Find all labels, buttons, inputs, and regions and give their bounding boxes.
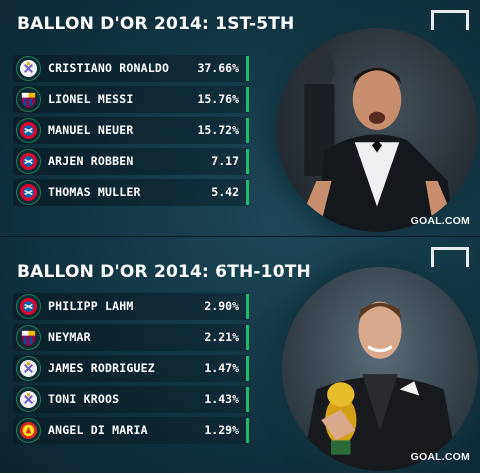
accent-bar	[246, 356, 249, 381]
accent-bar	[246, 387, 249, 412]
player-name: ARJEN ROBBEN	[48, 154, 134, 168]
list-item: TONI KROOS 1.43%	[13, 386, 249, 413]
player-name: CRISTIANO RONALDO	[48, 61, 170, 75]
ranking-list: PHILIPP LAHM 2.90% NEYMAR 2.21% JAMES RO…	[13, 293, 249, 448]
list-item: PHILIPP LAHM 2.90%	[13, 293, 249, 320]
list-item: THOMAS MULLER 5.42	[13, 179, 249, 206]
vote-share: 2.21%	[204, 330, 239, 344]
vote-share: 15.76%	[197, 92, 239, 106]
vote-share: 7.17	[211, 154, 239, 168]
list-item: ANGEL DI MARIA 1.29%	[13, 417, 249, 444]
brand-label: GOAL.COM	[410, 215, 470, 227]
player-name: LIONEL MESSI	[48, 92, 134, 106]
player-name: THOMAS MULLER	[48, 185, 141, 199]
real-madrid-crest-icon	[16, 56, 41, 81]
vote-share: 5.42	[211, 185, 239, 199]
list-item: JAMES RODRIGUEZ 1.47%	[13, 355, 249, 382]
real-madrid-crest-icon	[16, 387, 41, 412]
brand-label: GOAL.COM	[410, 451, 470, 463]
accent-bar	[246, 180, 249, 205]
accent-bar	[246, 87, 249, 112]
vote-share: 1.47%	[204, 361, 239, 375]
vote-share: 2.90%	[204, 299, 239, 313]
panel-title: BALLON D'OR 2014: 6TH-10TH	[17, 262, 311, 282]
player-name: ANGEL DI MARIA	[48, 423, 148, 437]
bayern-crest-icon	[16, 149, 41, 174]
real-madrid-crest-icon	[16, 356, 41, 381]
panel-divider	[0, 236, 480, 237]
list-item: LIONEL MESSI 15.76%	[13, 86, 249, 113]
list-item: CRISTIANO RONALDO 37.66%	[13, 55, 249, 82]
bayern-crest-icon	[16, 294, 41, 319]
accent-bar	[246, 118, 249, 143]
bayern-crest-icon	[16, 118, 41, 143]
bayern-crest-icon	[16, 180, 41, 205]
player-name: NEYMAR	[48, 330, 91, 344]
panel-title: BALLON D'OR 2014: 1ST-5TH	[17, 14, 295, 34]
player-name: MANUEL NEUER	[48, 123, 134, 137]
vote-share: 1.43%	[204, 392, 239, 406]
panel-sixth-to-tenth: BALLON D'OR 2014: 6TH-10TH GOAL.COM	[0, 237, 480, 473]
panel-top-five: BALLON D'OR 2014: 1ST-5TH GOAL.COM	[0, 0, 480, 236]
barcelona-crest-icon	[16, 87, 41, 112]
accent-bar	[246, 325, 249, 350]
vote-share: 15.72%	[197, 123, 239, 137]
vote-share: 37.66%	[197, 61, 239, 75]
goal-logo-icon	[431, 10, 469, 30]
accent-bar	[246, 294, 249, 319]
ranking-list: CRISTIANO RONALDO 37.66% LIONEL MESSI 15…	[13, 55, 249, 210]
list-item: NEYMAR 2.21%	[13, 324, 249, 351]
accent-bar	[246, 56, 249, 81]
player-name: PHILIPP LAHM	[48, 299, 134, 313]
man-united-crest-icon	[16, 418, 41, 443]
player-photo-lahm	[282, 267, 478, 471]
vote-share: 1.29%	[204, 423, 239, 437]
barcelona-crest-icon	[16, 325, 41, 350]
player-photo-ronaldo	[276, 28, 478, 232]
list-item: MANUEL NEUER 15.72%	[13, 117, 249, 144]
goal-logo-icon	[431, 247, 469, 267]
player-name: TONI KROOS	[48, 392, 120, 406]
player-name: JAMES RODRIGUEZ	[48, 361, 155, 375]
accent-bar	[246, 149, 249, 174]
accent-bar	[246, 418, 249, 443]
list-item: ARJEN ROBBEN 7.17	[13, 148, 249, 175]
